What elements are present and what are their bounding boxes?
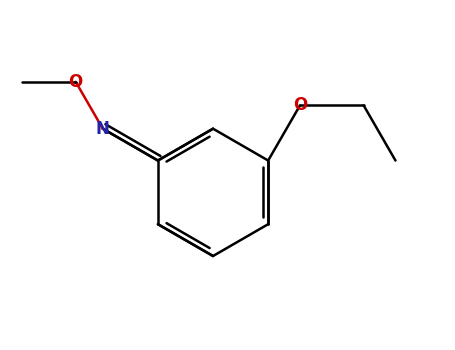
Text: N: N (96, 120, 110, 138)
Text: O: O (293, 96, 307, 114)
Text: O: O (69, 73, 83, 91)
